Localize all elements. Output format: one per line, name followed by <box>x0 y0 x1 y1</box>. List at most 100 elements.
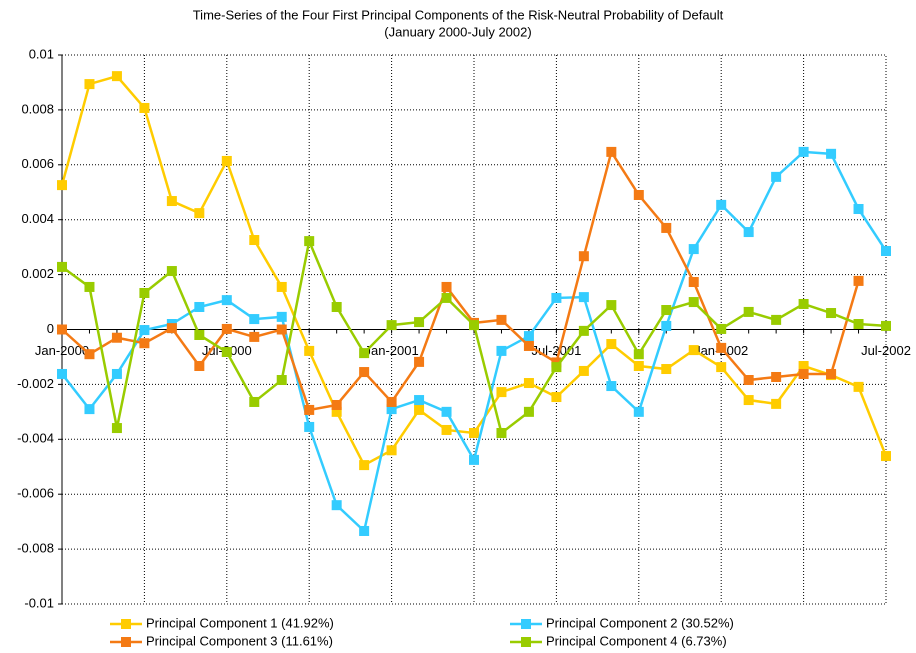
point-marker <box>496 314 507 325</box>
point-marker <box>249 235 260 246</box>
point-marker <box>826 148 837 159</box>
point-marker <box>716 323 727 334</box>
point-marker <box>359 460 370 471</box>
point-marker <box>743 306 754 317</box>
point-marker <box>249 396 260 407</box>
point-marker <box>798 146 809 157</box>
point-marker <box>304 345 315 356</box>
point-marker <box>688 297 699 308</box>
point-marker <box>606 146 617 157</box>
point-marker <box>194 208 205 219</box>
point-marker <box>139 287 150 298</box>
legend-label: Principal Component 3 (11.61%) <box>146 633 333 648</box>
point-marker <box>523 406 534 417</box>
point-marker <box>661 305 672 316</box>
point-marker <box>111 71 122 82</box>
point-marker <box>441 281 452 292</box>
point-marker <box>386 320 397 331</box>
point-marker <box>606 339 617 350</box>
point-marker <box>139 102 150 113</box>
point-marker <box>496 387 507 398</box>
y-tick-label: 0.004 <box>21 211 54 226</box>
point-marker <box>661 364 672 375</box>
point-marker <box>633 189 644 200</box>
point-marker <box>304 404 315 415</box>
point-marker <box>881 320 891 331</box>
point-marker <box>221 155 232 166</box>
point-marker <box>359 348 370 359</box>
series-line <box>61 148 860 412</box>
point-marker <box>276 311 287 322</box>
point-marker <box>414 395 425 406</box>
point-marker <box>221 295 232 306</box>
point-marker <box>826 368 837 379</box>
point-marker <box>688 277 699 288</box>
point-marker <box>523 340 534 351</box>
point-marker <box>139 338 150 349</box>
point-marker <box>414 317 425 328</box>
point-marker <box>469 320 479 331</box>
point-marker <box>194 329 205 340</box>
point-marker <box>194 301 205 312</box>
point-marker <box>743 395 754 406</box>
y-tick-label: 0.01 <box>29 46 54 61</box>
y-tick-label: -0.01 <box>24 595 54 610</box>
point-marker <box>743 227 754 238</box>
point-marker <box>578 251 589 262</box>
point-marker <box>221 323 232 334</box>
point-marker <box>688 345 699 356</box>
point-marker <box>139 325 150 336</box>
point-marker <box>166 266 177 277</box>
point-marker <box>661 222 672 233</box>
point-marker <box>57 180 67 191</box>
point-marker <box>771 314 782 325</box>
point-marker <box>853 319 864 330</box>
chart-subtitle: (January 2000-July 2002) <box>384 24 531 39</box>
y-tick-label: 0.006 <box>21 156 54 171</box>
point-marker <box>304 236 315 247</box>
point-marker <box>84 79 95 90</box>
point-marker <box>84 281 95 292</box>
point-marker <box>331 406 342 417</box>
point-marker <box>386 445 397 456</box>
point-marker <box>84 349 95 360</box>
point-marker <box>469 427 479 438</box>
point-marker <box>881 245 891 256</box>
legend-swatch-marker <box>121 619 131 629</box>
point-marker <box>414 356 425 367</box>
point-marker <box>84 404 95 415</box>
point-marker <box>359 367 370 378</box>
point-marker <box>441 406 452 417</box>
y-tick-label: 0 <box>47 321 54 336</box>
point-marker <box>523 331 534 342</box>
point-marker <box>276 281 287 292</box>
point-marker <box>496 345 507 356</box>
y-tick-label: -0.004 <box>17 431 54 446</box>
legend-swatch-marker <box>521 619 531 629</box>
legend-label: Principal Component 4 (6.73%) <box>546 633 727 648</box>
point-marker <box>578 365 589 376</box>
point-marker <box>57 261 67 272</box>
point-marker <box>716 199 727 210</box>
point-marker <box>441 292 452 303</box>
point-marker <box>881 451 891 462</box>
point-marker <box>331 500 342 511</box>
x-tick-label: Jan-2000 <box>35 343 89 358</box>
point-marker <box>578 292 589 303</box>
point-marker <box>853 203 864 214</box>
point-marker <box>496 427 507 438</box>
point-marker <box>743 375 754 386</box>
point-marker <box>111 332 122 343</box>
point-marker <box>194 361 205 372</box>
point-marker <box>606 300 617 311</box>
point-marker <box>633 406 644 417</box>
point-marker <box>798 368 809 379</box>
point-marker <box>386 396 397 407</box>
legend-swatch-marker <box>121 637 131 647</box>
legend-label: Principal Component 1 (41.92%) <box>146 615 334 630</box>
point-marker <box>414 404 425 415</box>
point-marker <box>166 196 177 207</box>
point-marker <box>551 292 562 303</box>
y-tick-label: 0.002 <box>21 266 54 281</box>
point-marker <box>441 424 452 435</box>
